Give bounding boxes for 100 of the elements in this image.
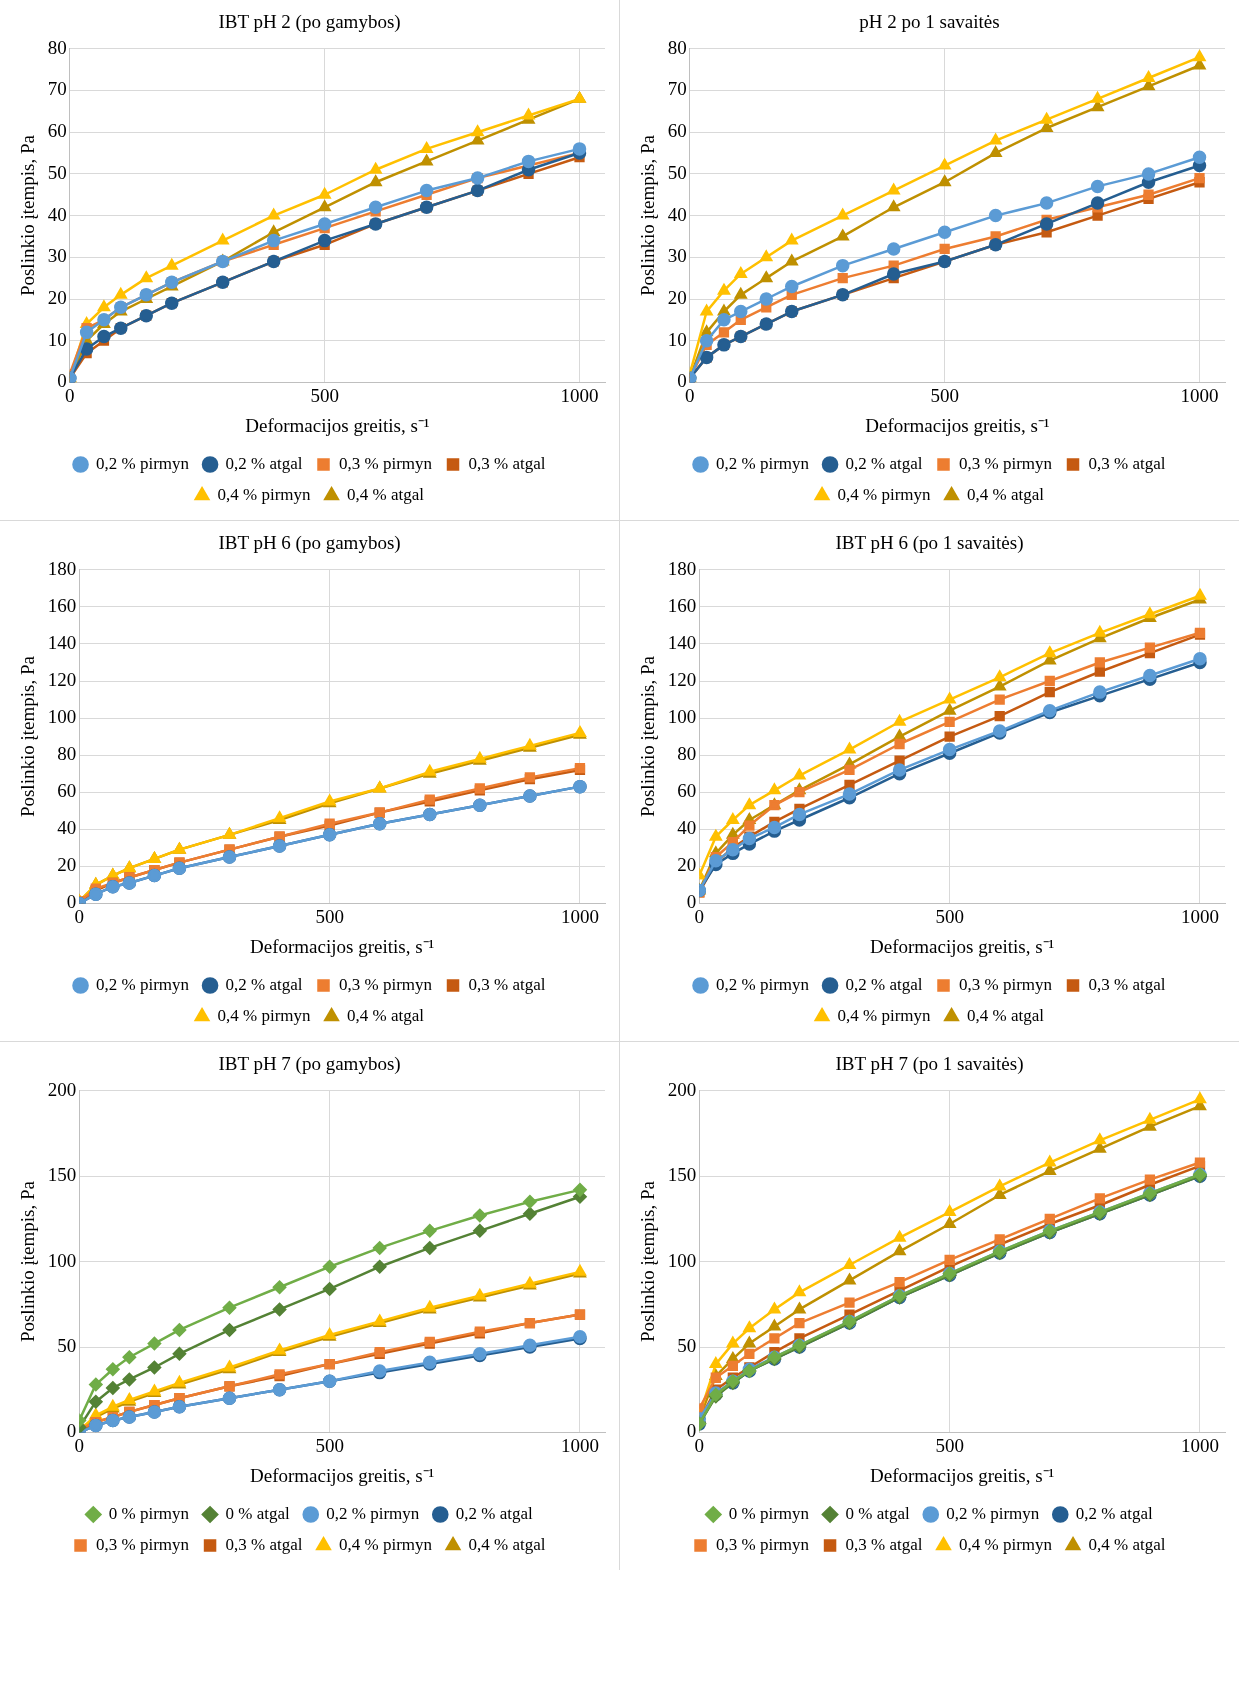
x-tick-label: 1000: [560, 1434, 599, 1456]
y-tick-label: 160: [47, 594, 77, 616]
x-tick-label: 500: [315, 905, 344, 927]
y-tick-label: 20: [57, 854, 77, 876]
legend-label: 0,2 % atgal: [455, 1503, 533, 1523]
y-tick-label: 70: [47, 78, 67, 100]
legend-label: 0,4 % atgal: [347, 1005, 425, 1025]
legend-label: 0,2 % pirmyn: [716, 453, 810, 473]
x-axis-title: Deformacijos greitis, s⁻¹: [865, 414, 1050, 436]
legend-label: 0,3 % pirmyn: [959, 453, 1053, 473]
legend-label: 0,2 % pirmyn: [716, 974, 810, 994]
x-tick-label: 500: [930, 384, 959, 406]
x-tick-label: 1000: [1180, 384, 1219, 406]
y-tick-label: 70: [667, 78, 687, 100]
x-tick-label: 500: [310, 384, 339, 406]
y-tick-label: 30: [47, 245, 67, 267]
y-tick-label: 80: [677, 743, 697, 765]
legend-label: 0,2 % pirmyn: [946, 1503, 1040, 1523]
legend-label: 0,4 % pirmyn: [339, 1534, 433, 1554]
legend-label: 0,4 % atgal: [347, 484, 425, 504]
legend-label: 0,3 % atgal: [1088, 453, 1166, 473]
legend-label: 0 % pirmyn: [108, 1503, 190, 1523]
y-tick-label: 150: [47, 1164, 77, 1186]
y-tick-label: 50: [667, 161, 687, 183]
y-tick-label: 50: [47, 161, 67, 183]
y-tick-label: 180: [667, 557, 697, 579]
legend-label: 0,3 % atgal: [225, 1534, 303, 1554]
x-axis-title: Deformacijos greitis, s⁻¹: [245, 414, 430, 436]
legend-label: 0,3 % pirmyn: [959, 974, 1053, 994]
y-tick-label: 80: [667, 36, 687, 58]
y-tick-label: 40: [667, 203, 687, 225]
y-tick-label: 50: [57, 1334, 77, 1356]
legend-label: 0,4 % atgal: [967, 484, 1045, 504]
legend-label: 0,4 % pirmyn: [959, 1534, 1053, 1554]
legend-label: 0,2 % atgal: [845, 974, 923, 994]
y-tick-label: 200: [667, 1078, 697, 1100]
y-tick-label: 10: [667, 328, 687, 350]
legend-label: 0,2 % atgal: [845, 453, 923, 473]
y-tick-label: 160: [667, 594, 697, 616]
x-tick-label: 500: [935, 1434, 964, 1456]
y-tick-label: 0: [686, 891, 697, 913]
y-tick-label: 150: [667, 1164, 697, 1186]
y-tick-label: 40: [57, 817, 77, 839]
y-tick-label: 0: [66, 891, 77, 913]
x-axis-title: Deformacijos greitis, s⁻¹: [250, 935, 435, 957]
y-tick-label: 10: [47, 328, 67, 350]
x-axis-title: Deformacijos greitis, s⁻¹: [250, 1464, 435, 1486]
legend-label: 0 % atgal: [225, 1503, 291, 1523]
legend-label: 0,3 % atgal: [845, 1534, 923, 1554]
y-tick-label: 20: [47, 286, 67, 308]
y-tick-label: 60: [47, 120, 67, 142]
legend-label: 0,2 % atgal: [225, 453, 303, 473]
y-tick-label: 50: [677, 1334, 697, 1356]
y-axis-title: Poslinkio įtempis, Pa: [637, 655, 659, 818]
x-axis-title: Deformacijos greitis, s⁻¹: [870, 935, 1055, 957]
legend-label: 0,3 % pirmyn: [716, 1534, 810, 1554]
y-tick-label: 100: [47, 706, 77, 728]
x-tick-label: 500: [935, 905, 964, 927]
legend-label: 0,4 % atgal: [967, 1005, 1045, 1025]
y-axis-title: Poslinkio įtempis, Pa: [17, 655, 39, 818]
legend-label: 0,2 % atgal: [225, 974, 303, 994]
y-tick-label: 180: [47, 557, 77, 579]
y-axis-title: Poslinkio įtempis, Pa: [17, 134, 39, 297]
legend-label: 0,4 % pirmyn: [837, 484, 932, 504]
y-axis-title: Poslinkio įtempis, Pa: [637, 1180, 659, 1343]
legend-label: 0,3 % atgal: [468, 453, 546, 473]
y-tick-label: 100: [47, 1249, 77, 1271]
legend-label: 0,4 % atgal: [1088, 1534, 1166, 1554]
chart-title: IBT pH 7 (po gamybos): [218, 1053, 401, 1076]
y-tick-label: 120: [47, 668, 77, 690]
y-tick-label: 0: [686, 1420, 697, 1442]
y-axis-title: Poslinkio įtempis, Pa: [17, 1180, 39, 1343]
y-tick-label: 80: [47, 36, 67, 58]
chart-title: IBT pH 6 (po gamybos): [218, 532, 401, 555]
x-tick-label: 1000: [560, 384, 599, 406]
y-tick-label: 0: [66, 1420, 77, 1442]
y-tick-label: 140: [47, 631, 77, 653]
x-axis-title: Deformacijos greitis, s⁻¹: [870, 1464, 1055, 1486]
legend-label: 0,4 % pirmyn: [217, 484, 312, 504]
y-tick-label: 40: [677, 817, 697, 839]
y-tick-label: 20: [677, 854, 697, 876]
legend-label: 0,4 % pirmyn: [837, 1005, 932, 1025]
y-tick-label: 60: [667, 120, 687, 142]
legend-label: 0,2 % atgal: [1075, 1503, 1153, 1523]
x-tick-label: 1000: [560, 905, 599, 927]
y-tick-label: 60: [677, 780, 697, 802]
y-tick-label: 100: [667, 706, 697, 728]
chart-title: IBT pH 7 (po 1 savaitės): [835, 1053, 1024, 1076]
legend-label: 0,4 % pirmyn: [217, 1005, 312, 1025]
y-tick-label: 200: [47, 1078, 77, 1100]
y-tick-label: 0: [57, 370, 67, 392]
x-tick-label: 1000: [1180, 1434, 1219, 1456]
legend-label: 0,3 % pirmyn: [339, 453, 433, 473]
legend-label: 0,4 % atgal: [468, 1534, 546, 1554]
legend-label: 0,3 % atgal: [468, 974, 546, 994]
y-axis-title: Poslinkio įtempis, Pa: [637, 134, 659, 297]
y-tick-label: 100: [667, 1249, 697, 1271]
legend-label: 0,3 % pirmyn: [339, 974, 433, 994]
legend-label: 0,2 % pirmyn: [96, 453, 190, 473]
legend-label: 0,3 % pirmyn: [96, 1534, 190, 1554]
